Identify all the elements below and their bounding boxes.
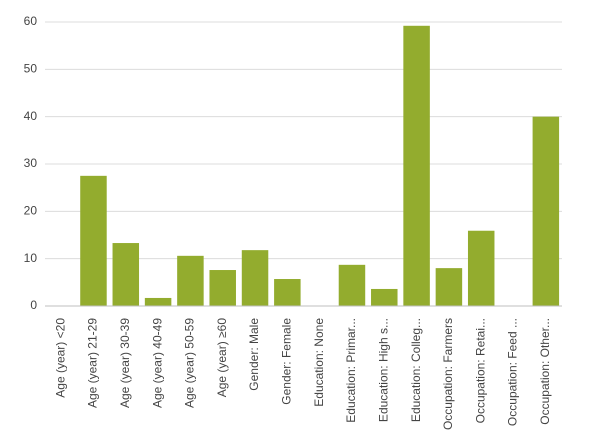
y-tick-label: 20	[24, 204, 38, 218]
y-tick-label: 30	[24, 156, 38, 170]
y-tick-label: 10	[24, 251, 38, 265]
x-tick-label: Age (year) 30-39	[118, 318, 132, 408]
x-tick-label: Age (year) 40-49	[150, 318, 164, 408]
x-tick-label: Occupation: Feed ...	[506, 318, 520, 426]
x-tick-label: Age (year) <20	[53, 318, 67, 398]
bar	[467, 230, 495, 306]
bar	[371, 288, 398, 306]
bar	[80, 175, 107, 306]
y-tick-label: 0	[30, 298, 37, 312]
bar	[112, 243, 140, 306]
x-tick-label: Age (year) ≥60	[215, 318, 229, 398]
x-tick-label: Education: Colleg...	[409, 318, 423, 422]
x-tick-label: Occupation: Farmers	[441, 318, 455, 430]
y-tick-label: 50	[24, 62, 38, 76]
bar	[144, 297, 172, 306]
x-tick-label: Education: High s...	[376, 318, 390, 422]
x-tick-label: Occupation: Retai...	[473, 318, 487, 423]
x-tick-label: Age (year) 21-29	[86, 318, 100, 408]
x-tick-label: Education: None	[312, 318, 326, 407]
bar	[209, 270, 236, 306]
bar	[338, 264, 366, 306]
bar	[532, 116, 560, 307]
bar	[274, 279, 301, 306]
bar	[177, 255, 204, 306]
x-tick-label: Occupation: Other...	[538, 318, 552, 425]
x-tick-label: Gender: Female	[280, 318, 294, 405]
x-tick-label: Gender: Male	[247, 318, 261, 391]
bar	[241, 250, 269, 306]
y-tick-label: 60	[24, 14, 38, 28]
y-tick-label: 40	[24, 109, 38, 123]
bar	[435, 268, 463, 306]
x-tick-label: Education: Primar...	[344, 318, 358, 423]
bar	[403, 25, 430, 306]
x-tick-label: Age (year) 50-59	[183, 318, 197, 408]
